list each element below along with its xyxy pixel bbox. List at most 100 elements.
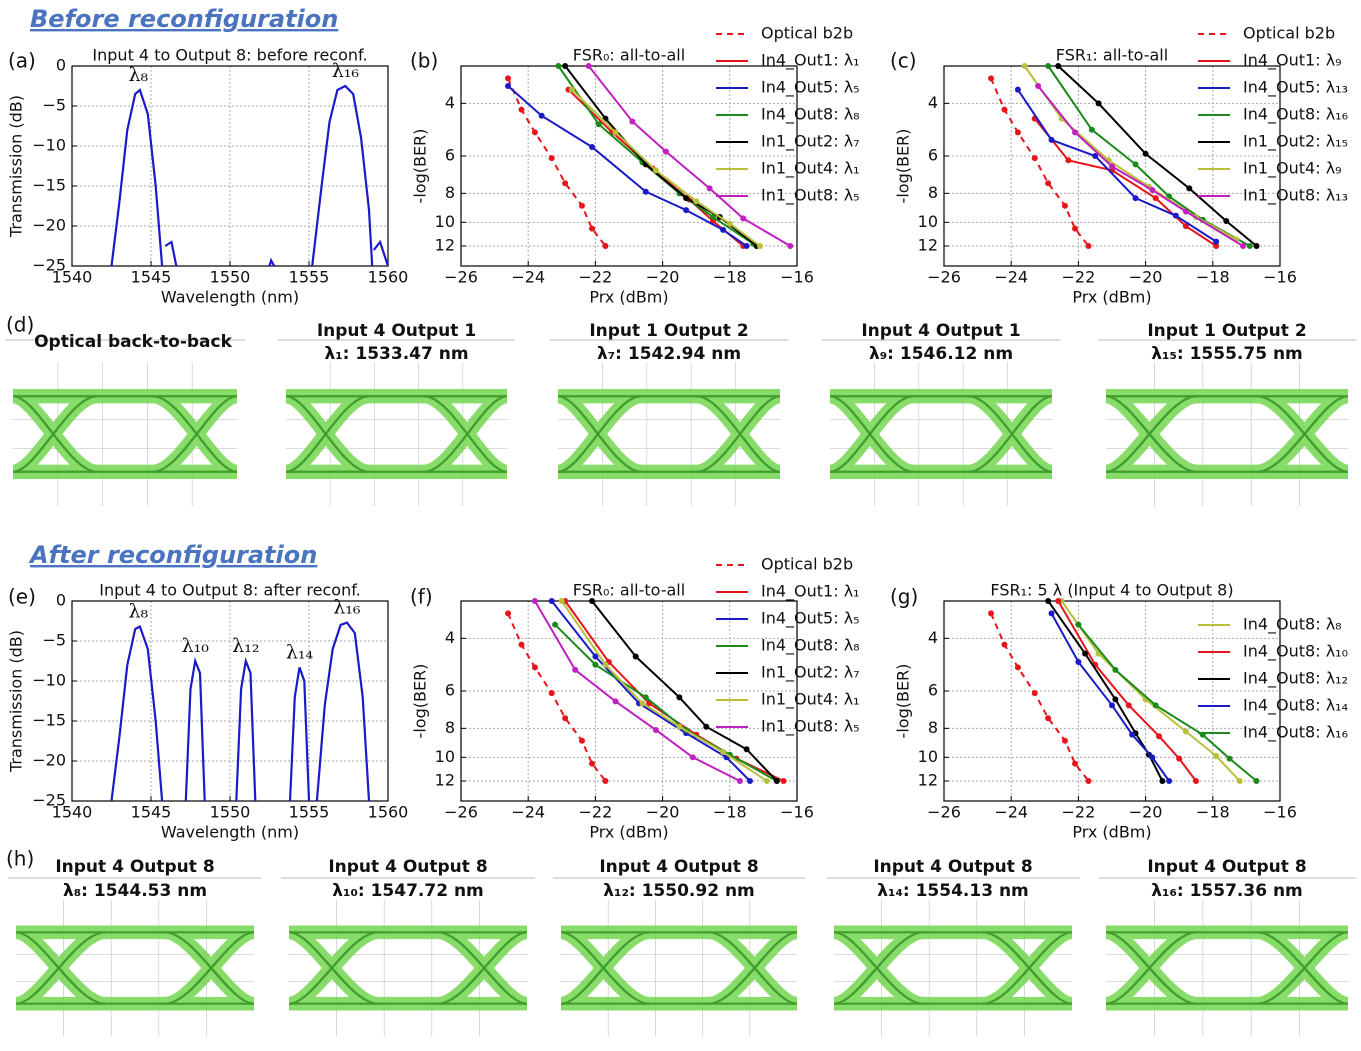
eye-diagram <box>1106 900 1348 1036</box>
data-point <box>531 664 538 671</box>
legend-label: Optical b2b <box>1243 24 1335 43</box>
data-point <box>693 198 700 205</box>
chart-title: Input 4 to Output 8: before reconf. <box>92 46 367 65</box>
eye-diagram <box>286 362 507 506</box>
chart-title: FSR₀: all-to-all <box>573 46 685 65</box>
data-point <box>1082 650 1089 657</box>
data-point <box>629 118 636 125</box>
y-axis-label: -log(BER) <box>894 664 913 739</box>
eye-subtitle: λ₁₆: 1557.36 nm <box>1151 881 1303 901</box>
data-point <box>1072 225 1079 232</box>
data-point <box>1045 598 1052 604</box>
x-tick-label: −24 <box>511 803 545 822</box>
data-point <box>652 726 659 733</box>
data-point <box>1213 753 1220 760</box>
data-point <box>676 723 683 730</box>
data-point <box>1112 666 1119 673</box>
data-point <box>589 225 596 232</box>
y-tick-label: 10 <box>918 747 938 766</box>
data-point <box>1149 187 1156 194</box>
data-point <box>1240 242 1247 249</box>
data-point <box>720 226 727 233</box>
data-point <box>736 777 743 784</box>
series-line <box>567 88 744 247</box>
series-line <box>1060 600 1241 782</box>
eye-diagram <box>830 362 1052 506</box>
legend-label: In4_Out8: λ₈ <box>761 105 860 125</box>
legend-label: In4_Out5: λ₅ <box>761 78 860 98</box>
section-heading: Before reconfiguration <box>30 5 338 33</box>
data-point <box>746 777 753 784</box>
data-point <box>518 641 525 648</box>
x-tick-label: −22 <box>1062 268 1096 287</box>
annotation: λ₁₀ <box>182 635 210 657</box>
eye-title: Input 4 Output 8 <box>599 857 758 877</box>
data-point <box>639 700 646 707</box>
eye-diagram <box>13 362 237 506</box>
x-tick-label: −16 <box>1263 268 1297 287</box>
panel-label: (h) <box>6 847 34 871</box>
data-point <box>1061 737 1068 744</box>
data-point <box>1112 696 1119 703</box>
eye-subtitle: λ₁₅: 1555.75 nm <box>1151 344 1303 364</box>
eye-title: Input 4 Output 1 <box>861 321 1020 341</box>
y-tick-label: 6 <box>445 680 455 699</box>
data-point <box>572 666 579 673</box>
data-point <box>1182 208 1189 215</box>
eye-title: Input 4 Output 8 <box>873 857 1032 877</box>
panel-label: (b) <box>410 49 438 73</box>
data-point <box>1109 702 1115 709</box>
y-tick-label: 10 <box>435 212 455 231</box>
eye-title: Input 4 Output 1 <box>317 321 476 341</box>
panel-label: (a) <box>8 49 36 73</box>
data-point <box>558 598 565 604</box>
legend-label: In4_Out1: λ₁ <box>761 582 860 602</box>
legend-label: In4_Out8: λ₈ <box>761 636 860 656</box>
data-point <box>568 86 575 93</box>
y-tick-label: −25 <box>32 256 66 275</box>
x-tick-label: −20 <box>1129 268 1163 287</box>
data-point <box>1072 760 1079 767</box>
series-line <box>557 65 754 245</box>
panel-label: (f) <box>410 585 433 609</box>
x-tick-label: −20 <box>1129 803 1163 822</box>
x-axis-label: Prx (dBm) <box>1072 288 1151 307</box>
series-line <box>990 613 1090 782</box>
data-point <box>1001 106 1008 113</box>
x-tick-label: −26 <box>444 268 478 287</box>
data-point <box>505 610 512 617</box>
y-tick-label: 0 <box>56 56 66 75</box>
data-point <box>1014 86 1021 93</box>
series-line <box>1057 600 1197 782</box>
data-point <box>548 598 555 604</box>
y-axis-label: Transmission (dB) <box>7 95 26 238</box>
x-tick-label: −16 <box>1263 803 1297 822</box>
series-line <box>110 84 390 267</box>
data-point <box>612 129 619 136</box>
data-point <box>1182 728 1189 735</box>
y-axis-label: Transmission (dB) <box>7 630 26 773</box>
series-line <box>560 600 768 782</box>
eye-title: Input 4 Output 8 <box>328 857 487 877</box>
legend-label: In4_Out5: λ₅ <box>761 609 860 629</box>
eye-subtitle: λ₈: 1544.53 nm <box>63 881 207 901</box>
plot-frame <box>71 65 389 267</box>
chart-title: FSR₁: all-to-all <box>1056 46 1168 65</box>
y-tick-label: 6 <box>928 680 938 699</box>
data-point <box>1236 777 1243 784</box>
data-point <box>1031 155 1038 162</box>
y-tick-label: 8 <box>928 718 938 737</box>
annotation: λ₁₆ <box>333 597 361 619</box>
x-tick-label: 1560 <box>368 268 409 287</box>
data-point <box>552 621 559 628</box>
data-point <box>642 188 649 195</box>
data-point <box>578 202 585 209</box>
plot-frame <box>460 600 798 802</box>
data-point <box>562 180 569 187</box>
data-point <box>726 220 733 227</box>
panel-label: (e) <box>8 585 36 609</box>
data-point <box>1132 161 1139 168</box>
eye-title: Input 4 Output 8 <box>55 857 214 877</box>
data-point <box>592 653 599 660</box>
data-point <box>1072 129 1079 136</box>
